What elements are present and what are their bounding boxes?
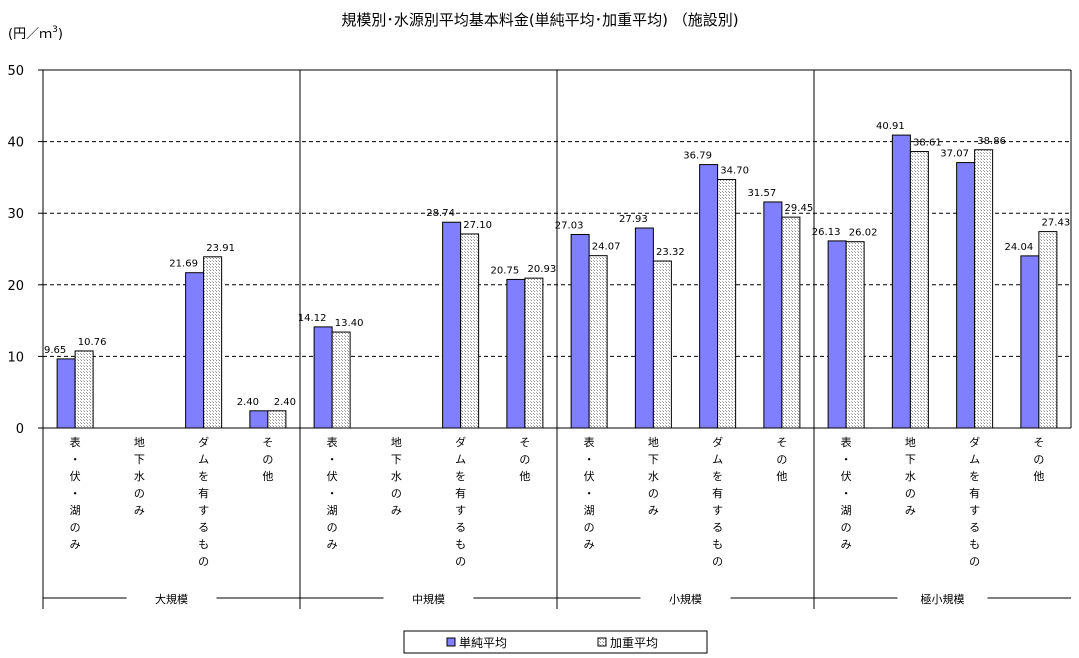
bar — [203, 256, 223, 429]
bar — [909, 151, 929, 429]
category-label: ダムを有するもの — [969, 435, 980, 568]
category-label: 表・伏・湖のみ — [70, 435, 81, 551]
bar — [506, 278, 526, 429]
category-label: 表・伏・湖のみ — [327, 435, 338, 551]
data-label: 23.91 — [206, 243, 235, 254]
bar — [827, 240, 847, 429]
bar — [891, 134, 911, 429]
data-label: 40.91 — [876, 121, 905, 132]
group-label: 大規模 — [155, 592, 188, 606]
data-label: 20.93 — [528, 264, 557, 275]
legend-label: 加重平均 — [610, 636, 658, 650]
data-label: 26.02 — [849, 228, 878, 239]
bar — [1038, 231, 1058, 429]
category-label: ダムを有するもの — [198, 435, 209, 568]
bar — [249, 410, 269, 429]
bar — [313, 326, 333, 429]
bar — [699, 164, 719, 429]
y-axis-unit-close: ) — [58, 27, 63, 42]
legend-swatch — [446, 637, 456, 647]
data-label: 28.74 — [426, 208, 455, 219]
data-label: 27.10 — [463, 220, 492, 231]
group-label: 中規模 — [412, 592, 445, 606]
bar — [845, 241, 865, 429]
bar — [974, 149, 994, 429]
category-label: 地下水のみ — [905, 436, 916, 517]
data-label: 27.03 — [555, 220, 584, 231]
category-label: その他 — [1033, 436, 1044, 483]
group-label: 極小規模 — [921, 592, 965, 606]
category-label: ダムを有するもの — [455, 435, 466, 568]
bar — [652, 260, 672, 429]
legend-swatch — [597, 637, 607, 647]
plot-area: 0 10 20 30 40 50 大規模 9.65 10.76 表・伏・湖のみ 地下水のみ 21.69… — [7, 64, 1072, 609]
bar — [267, 410, 287, 429]
data-label: 27.43 — [1042, 218, 1071, 229]
bar — [442, 221, 462, 429]
legend-box — [403, 630, 708, 654]
data-label: 24.04 — [1005, 242, 1034, 253]
y-axis-unit-main: (円／ｍ — [8, 27, 52, 42]
y-tick-label: 40 — [7, 136, 24, 151]
data-label: 36.79 — [683, 151, 712, 162]
data-label: 34.70 — [720, 166, 749, 177]
bar — [956, 162, 976, 429]
data-label: 27.93 — [619, 214, 648, 225]
bar — [524, 277, 544, 429]
category-label: 地下水のみ — [648, 436, 659, 517]
data-label: 29.45 — [785, 203, 814, 214]
bar — [634, 227, 654, 429]
y-axis-unit-superscript: 3 — [52, 25, 58, 35]
bar — [588, 255, 608, 429]
bar — [331, 331, 351, 429]
data-label: 20.75 — [491, 265, 520, 276]
group-label: 小規模 — [669, 592, 702, 606]
legend: 単純平均 加重平均 — [403, 630, 708, 654]
bar — [717, 179, 737, 429]
data-label: 21.69 — [169, 259, 198, 270]
data-label: 26.13 — [812, 227, 841, 238]
legend-label: 単純平均 — [459, 636, 507, 650]
bar — [1020, 255, 1040, 429]
bar — [781, 216, 801, 429]
category-label: 表・伏・湖のみ — [841, 435, 852, 551]
category-label: 表・伏・湖のみ — [584, 435, 595, 551]
bar — [185, 272, 205, 429]
data-label: 13.40 — [335, 318, 364, 329]
bar — [763, 201, 783, 429]
bar — [570, 233, 590, 429]
data-label: 24.07 — [592, 242, 621, 253]
data-label: 31.57 — [748, 188, 777, 199]
category-label: その他 — [262, 436, 273, 483]
data-label: 2.40 — [274, 397, 296, 408]
chart-title: 規模別･水源別平均基本料金(単純平均･加重平均) （施設別) — [341, 11, 738, 29]
data-label: 23.32 — [656, 247, 685, 258]
data-label: 37.07 — [940, 149, 969, 160]
category-label: ダムを有するもの — [712, 435, 723, 568]
data-label: 14.12 — [298, 313, 327, 324]
y-tick-label: 0 — [16, 422, 24, 437]
y-tick-label: 10 — [7, 350, 24, 365]
y-tick-label: 50 — [7, 64, 24, 79]
data-label: 9.65 — [44, 345, 66, 356]
bar — [56, 358, 76, 429]
y-tick-label: 30 — [7, 207, 24, 222]
category-label: 地下水のみ — [134, 436, 145, 517]
category-label: その他 — [776, 436, 787, 483]
category-label: 地下水のみ — [391, 436, 402, 517]
bar — [460, 233, 480, 429]
data-label: 38.61 — [913, 138, 942, 149]
data-label: 2.40 — [237, 397, 259, 408]
data-label: 10.76 — [78, 337, 107, 348]
bar — [74, 350, 94, 429]
data-label: 38.86 — [977, 136, 1006, 147]
y-axis-unit-label: (円／ｍ3) — [8, 25, 63, 42]
y-tick-label: 20 — [7, 279, 24, 294]
category-label: その他 — [519, 436, 530, 483]
